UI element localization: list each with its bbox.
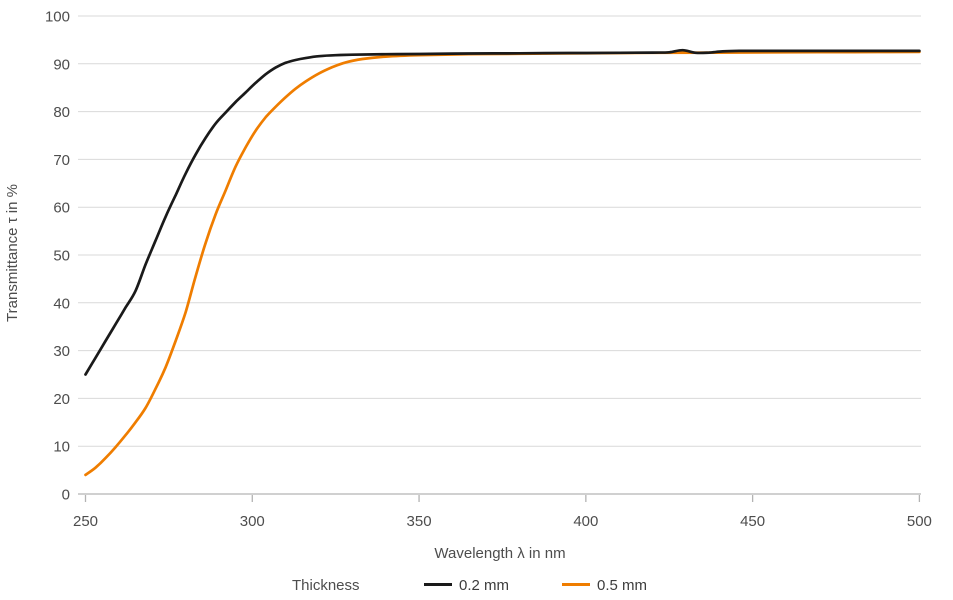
x-tick-label: 400 [573, 513, 598, 530]
x-tick-label: 350 [407, 513, 432, 530]
series-curve-0-2-mm [84, 48, 921, 376]
x-tick-label: 300 [240, 513, 265, 530]
y-tick-label: 30 [53, 343, 70, 360]
y-tick-label: 20 [53, 391, 70, 408]
y-tick-label: 10 [53, 439, 70, 456]
y-tick-label: 70 [53, 152, 70, 169]
y-tick-label: 50 [53, 248, 70, 265]
x-tick-label: 450 [740, 513, 765, 530]
y-tick-label: 60 [53, 200, 70, 217]
x-tick-label: 500 [907, 513, 932, 530]
x-tick-label: 250 [73, 513, 98, 530]
series-curve-0-5-mm [84, 50, 921, 477]
x-axis-title: Wavelength λ in nm [434, 545, 565, 562]
y-axis-title: Transmittance τ in % [4, 184, 21, 322]
legend-title: Thickness [292, 577, 360, 594]
y-tick-label: 40 [53, 295, 70, 312]
y-tick-label: 0 [62, 487, 70, 504]
legend-item-label: 0.5 mm [597, 577, 647, 594]
legend-item-label: 0.2 mm [459, 577, 509, 594]
y-tick-label: 90 [53, 56, 70, 73]
y-tick-label: 80 [53, 104, 70, 121]
y-tick-label: 100 [45, 9, 70, 26]
